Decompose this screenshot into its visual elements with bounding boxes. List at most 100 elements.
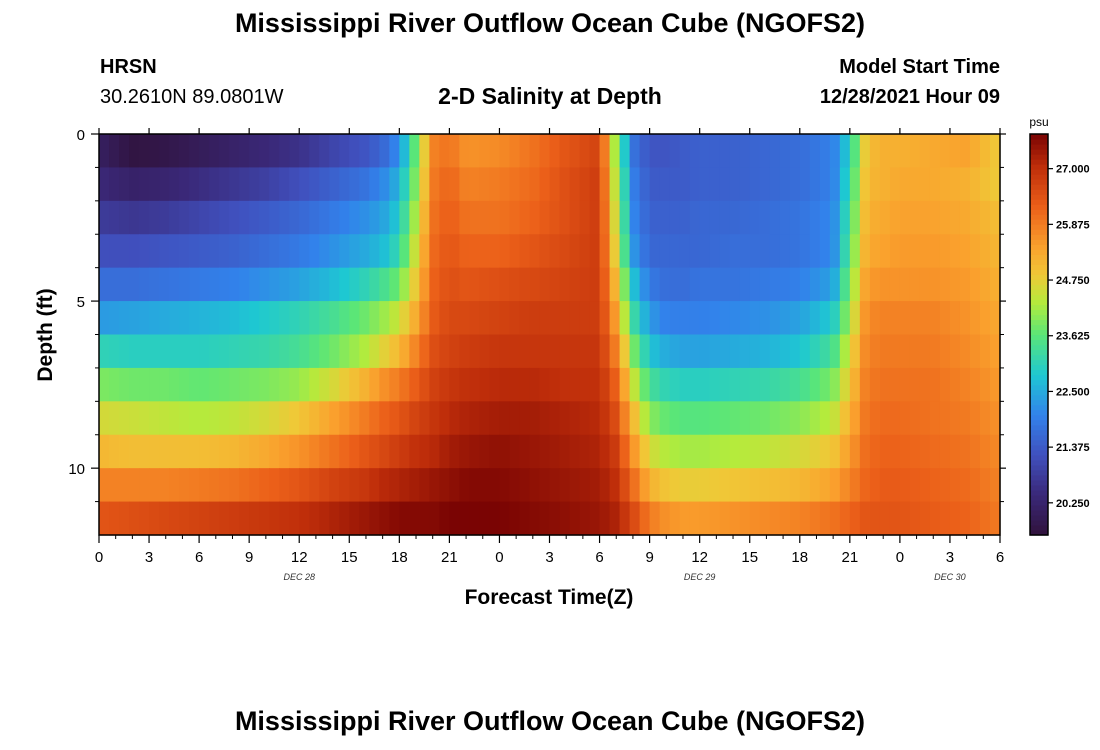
heatmap-cell xyxy=(769,401,781,436)
heatmap-cell xyxy=(849,434,861,469)
colorbar-segment xyxy=(1030,269,1048,275)
colorbar-segment xyxy=(1030,499,1048,506)
heatmap-cell xyxy=(759,501,771,536)
heatmap-cell xyxy=(519,267,531,302)
heatmap-cell xyxy=(739,267,751,302)
heatmap-cell xyxy=(559,267,571,302)
heatmap-cell xyxy=(909,134,921,169)
heatmap-cell xyxy=(139,167,150,202)
heatmap-cell xyxy=(689,267,701,302)
heatmap-cell xyxy=(509,267,521,302)
heatmap-cell xyxy=(279,367,290,402)
heatmap-cell xyxy=(449,334,460,369)
heatmap-cell xyxy=(239,301,250,336)
heatmap-cell xyxy=(539,267,551,302)
heatmap-cell xyxy=(209,167,220,202)
heatmap-cell xyxy=(329,167,340,202)
heatmap-cell xyxy=(719,234,731,269)
x-tick-label: 21 xyxy=(841,549,858,566)
heatmap-cell xyxy=(169,434,180,469)
heatmap-cell xyxy=(639,468,651,503)
heatmap-cell xyxy=(669,267,681,302)
heatmap-cell xyxy=(869,167,881,202)
heatmap-cell xyxy=(839,468,851,503)
heatmap-cell xyxy=(399,367,410,402)
heatmap-cell xyxy=(959,134,971,169)
heatmap-cell xyxy=(179,434,190,469)
heatmap-cell xyxy=(799,200,811,235)
heatmap-cell xyxy=(789,234,801,269)
heatmap-cell xyxy=(489,468,501,503)
heatmap-cell xyxy=(669,434,681,469)
heatmap-cell xyxy=(589,501,601,536)
heatmap-cell xyxy=(109,434,120,469)
heatmap-cell xyxy=(339,200,350,235)
heatmap-cell xyxy=(549,434,561,469)
colorbar-segment xyxy=(1030,209,1048,215)
heatmap-cell xyxy=(139,301,150,336)
heatmap-cell xyxy=(699,468,711,503)
heatmap-cell xyxy=(959,234,971,269)
heatmap-cell xyxy=(549,301,561,336)
heatmap-cell xyxy=(99,301,110,336)
colorbar-segment xyxy=(1030,364,1048,371)
heatmap-cell xyxy=(169,267,180,302)
heatmap-cell xyxy=(779,468,791,503)
heatmap-cell xyxy=(99,200,110,235)
heatmap-cell xyxy=(439,234,450,269)
heatmap-cell xyxy=(479,334,491,369)
heatmap-cell xyxy=(609,134,621,169)
heatmap-cell xyxy=(699,434,711,469)
heatmap-cell xyxy=(249,267,260,302)
heatmap-cell xyxy=(599,301,611,336)
x-tick-label: 18 xyxy=(391,549,408,566)
x-tick-label: 3 xyxy=(545,549,553,566)
colorbar-segment xyxy=(1030,489,1048,496)
heatmap-cell xyxy=(629,334,641,369)
heatmap-cell xyxy=(979,134,991,169)
heatmap-cell xyxy=(449,200,460,235)
heatmap-cell xyxy=(769,301,781,336)
heatmap-cell xyxy=(349,234,360,269)
heatmap-cell xyxy=(159,434,170,469)
colorbar-segment xyxy=(1030,229,1048,235)
heatmap-cell xyxy=(409,267,420,302)
heatmap-cell xyxy=(379,301,390,336)
heatmap-cell xyxy=(499,367,511,402)
y-tick-label: 10 xyxy=(68,461,85,478)
heatmap-cell xyxy=(139,468,150,503)
heatmap-cell xyxy=(559,134,571,169)
heatmap-cell xyxy=(949,334,961,369)
heatmap-cell xyxy=(959,468,971,503)
heatmap-cell xyxy=(519,134,531,169)
heatmap-cell xyxy=(889,434,901,469)
heatmap-cell xyxy=(629,167,641,202)
heatmap-cell xyxy=(359,434,370,469)
heatmap-cell xyxy=(729,234,741,269)
heatmap-cell xyxy=(489,134,501,169)
heatmap-cell xyxy=(789,267,801,302)
heatmap-cell xyxy=(429,167,440,202)
x-axis: 0 3 6 9 12 15 18 21 0 3 6 9 12 15 18 21 0 3 6 DEC 28 DEC 29 D… xyxy=(95,128,1004,582)
heatmap-cell xyxy=(689,167,701,202)
colorbar-segment xyxy=(1030,214,1048,220)
heatmap-cell xyxy=(369,267,380,302)
heatmap-cell xyxy=(379,367,390,402)
heatmap-cell xyxy=(129,401,140,436)
heatmap-cell xyxy=(889,501,901,536)
heatmap-cell xyxy=(279,334,290,369)
heatmap-cell xyxy=(899,301,911,336)
colorbar-segment xyxy=(1030,339,1048,346)
heatmap-cell xyxy=(199,434,210,469)
heatmap-cell xyxy=(169,301,180,336)
heatmap-cell xyxy=(579,234,591,269)
heatmap-cell xyxy=(929,367,941,402)
heatmap-cell xyxy=(509,301,521,336)
heatmap-cell xyxy=(579,200,591,235)
heatmap-cell xyxy=(319,434,330,469)
heatmap-cell xyxy=(509,167,521,202)
heatmap-cell xyxy=(179,301,190,336)
heatmap-cell xyxy=(249,501,260,536)
heatmap-cell xyxy=(749,200,761,235)
heatmap-cell xyxy=(179,334,190,369)
